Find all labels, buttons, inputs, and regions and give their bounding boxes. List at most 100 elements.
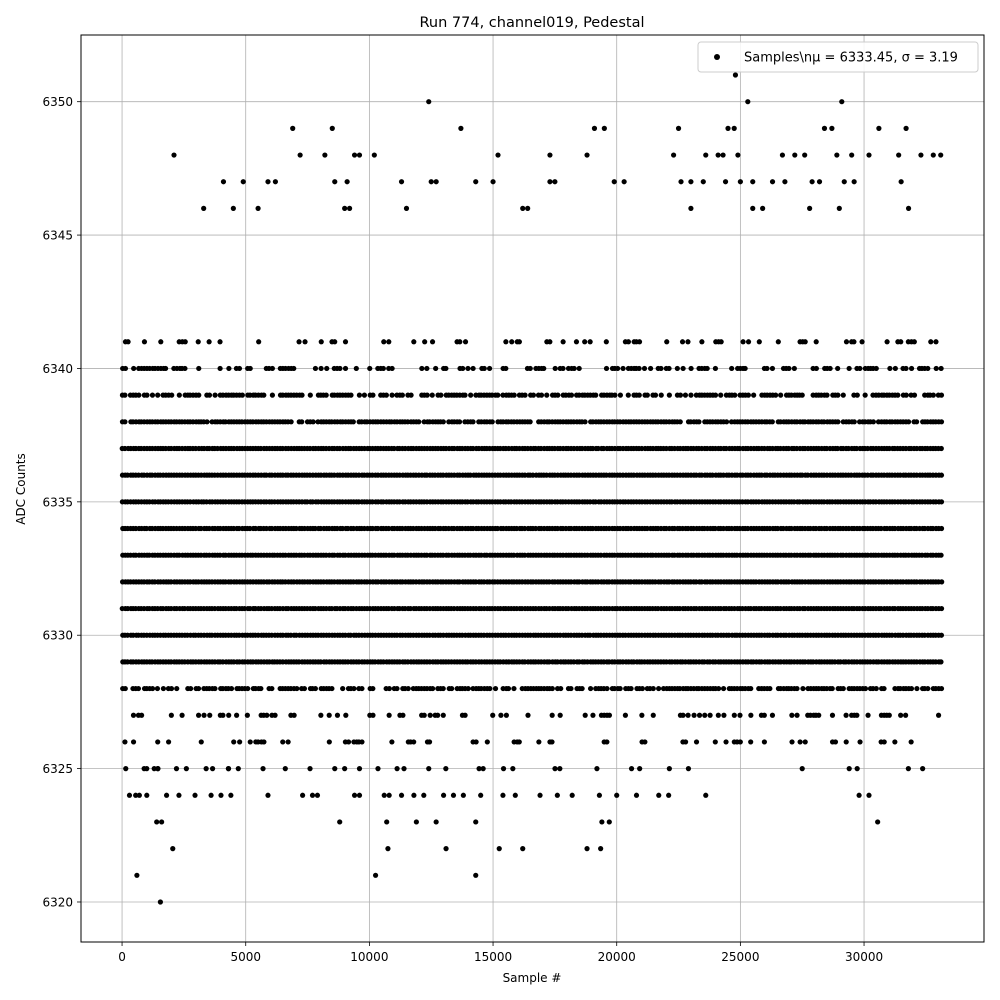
data-point (424, 392, 430, 398)
data-point (908, 365, 915, 372)
data-point (411, 339, 417, 345)
data-point (903, 712, 909, 718)
data-point (299, 392, 305, 398)
data-point (718, 339, 724, 345)
data-point (171, 152, 177, 158)
data-point (389, 365, 395, 372)
data-point (225, 766, 232, 772)
data-point (748, 685, 754, 692)
data-point (201, 712, 207, 718)
data-point (285, 739, 291, 745)
data-point (802, 339, 808, 345)
data-point (329, 685, 335, 692)
data-point (212, 685, 218, 692)
data-point (721, 712, 727, 718)
data-point (800, 685, 806, 692)
data-point (426, 99, 432, 105)
data-point (462, 712, 468, 718)
data-point (380, 365, 386, 372)
data-point (881, 739, 887, 745)
data-point (892, 739, 898, 745)
data-point (312, 685, 318, 692)
data-point (614, 792, 620, 798)
data-point (682, 392, 689, 398)
data-point (656, 792, 662, 798)
plot-frame (80, 34, 985, 943)
data-point (617, 392, 623, 398)
data-point (203, 766, 209, 772)
x-axis-label: Sample # (503, 971, 562, 985)
data-point (470, 419, 476, 425)
data-point (827, 365, 833, 372)
data-point (265, 179, 271, 185)
data-point (870, 419, 876, 425)
data-point (440, 685, 446, 692)
data-point (723, 419, 730, 425)
data-point (421, 712, 427, 718)
data-point (356, 792, 363, 798)
data-point (685, 712, 691, 718)
data-point (443, 365, 449, 372)
data-point (228, 685, 235, 692)
data-point (935, 712, 942, 718)
data-point (829, 712, 836, 718)
data-point (460, 792, 466, 798)
data-point (198, 739, 204, 745)
data-point (599, 819, 605, 825)
data-point (908, 685, 915, 692)
data-point (314, 792, 321, 798)
data-point (725, 125, 731, 131)
data-point (859, 339, 865, 345)
data-point (322, 152, 328, 158)
data-point (400, 712, 406, 718)
data-point (840, 685, 846, 692)
data-point (764, 365, 770, 372)
data-point (851, 179, 857, 185)
data-point (802, 739, 808, 745)
data-point (299, 419, 305, 425)
data-point (296, 339, 302, 345)
data-point (133, 792, 139, 798)
data-point (688, 179, 694, 185)
data-point (490, 712, 496, 718)
data-point (174, 685, 180, 692)
data-point (258, 685, 264, 692)
data-point (405, 685, 411, 692)
data-point (509, 339, 515, 345)
axis-ticks: 0 5000 10000 15000 20000 25000 30000 6320 6325 63… (42, 95, 883, 964)
data-point (679, 339, 686, 345)
data-point (809, 179, 815, 185)
data-point (480, 766, 486, 772)
data-point (430, 685, 436, 692)
data-point (510, 766, 516, 772)
data-point (702, 712, 708, 718)
data-point (886, 712, 892, 718)
data-point (636, 339, 643, 345)
data-point (342, 365, 349, 372)
data-point (639, 685, 645, 692)
data-point (496, 846, 502, 852)
data-point (527, 365, 533, 372)
data-point (162, 365, 169, 372)
data-point (865, 712, 871, 718)
data-point (675, 125, 682, 131)
data-point (381, 339, 387, 345)
data-point (260, 766, 266, 772)
data-point (696, 712, 703, 718)
data-point (892, 365, 898, 372)
data-point (603, 339, 609, 345)
data-point (473, 819, 479, 825)
data-point (371, 152, 377, 158)
data-point (938, 659, 944, 665)
data-point (751, 392, 757, 398)
data-point (176, 792, 182, 798)
data-point (135, 685, 142, 692)
data-point (163, 792, 170, 798)
data-point (857, 365, 863, 372)
data-point (601, 125, 607, 131)
data-point (851, 339, 857, 345)
data-point (450, 792, 457, 798)
data-point (688, 365, 694, 372)
data-point (337, 819, 343, 825)
data-point (235, 766, 241, 772)
